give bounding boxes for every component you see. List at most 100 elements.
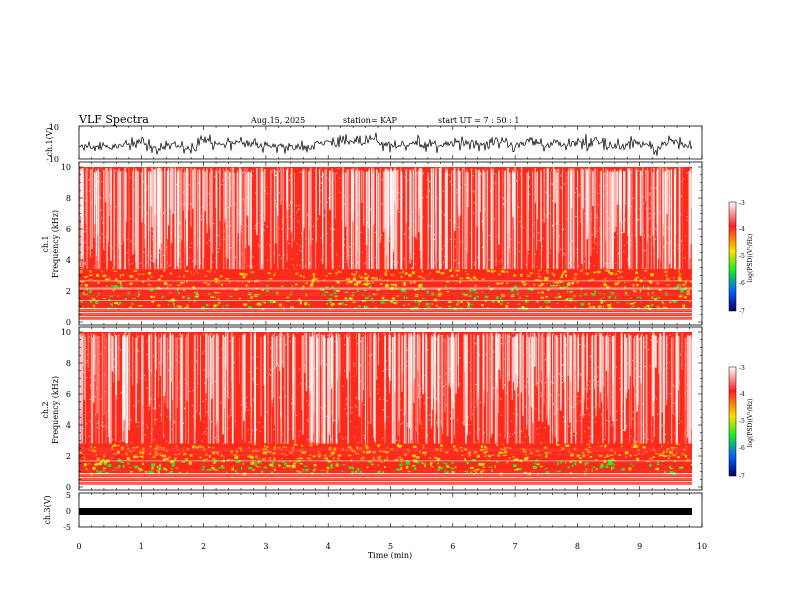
spectrogram-band-cell [384, 459, 386, 462]
spectrogram-band-cell [362, 451, 365, 454]
spectrogram-speckle [520, 173, 522, 175]
spectrogram-band-cell [475, 468, 480, 471]
spectrogram-speckle [346, 403, 348, 405]
spectrogram-band-cell [448, 305, 452, 308]
spectrogram-speckle [473, 337, 475, 339]
spectrogram-band-cell [178, 472, 182, 474]
spectrogram-speckle [526, 340, 527, 342]
spectrogram-band-cell [619, 271, 621, 274]
spectrogram-speckle [675, 174, 677, 176]
spectrogram-band-cell [481, 278, 485, 280]
spectrogram-speckle [503, 198, 505, 200]
spectrogram-band-cell [129, 466, 131, 469]
spectrogram-speckle [247, 409, 249, 411]
spectrogram-band-cell [467, 301, 470, 303]
spectrogram-speckle [231, 353, 233, 355]
spectrogram-band-cell [564, 461, 567, 464]
spectrogram-band-cell [135, 446, 139, 448]
spectrogram-speckle [502, 380, 504, 382]
spectrogram-speckle [437, 347, 439, 349]
spectrogram-band-cell [631, 446, 634, 448]
spectrogram-streak [414, 167, 417, 237]
spectrogram-band-cell [335, 272, 338, 275]
spectrogram-band-cell [163, 282, 168, 285]
spectrogram-speckle [434, 234, 436, 236]
spectrogram-band-cell [597, 270, 601, 274]
spectrogram-speckle [532, 362, 534, 364]
spectrogram-band-cell [407, 470, 411, 473]
spectrogram-speckle [320, 237, 322, 239]
spectrogram-band-cell [437, 468, 440, 471]
spectrogram-streak [690, 338, 692, 431]
spectrogram-speckle [185, 250, 187, 252]
spectrogram-streak [620, 168, 622, 230]
spectrogram-speckle [584, 414, 586, 416]
spectrogram-streak [411, 337, 412, 444]
spectrogram-streak [378, 332, 379, 366]
spectrogram-speckle [467, 383, 469, 385]
spectrogram-speckle [180, 203, 182, 205]
spectrogram-band-cell [124, 298, 127, 301]
spectrogram-streak [325, 169, 327, 270]
spectrogram-speckle [267, 192, 269, 194]
spectrogram-streak [213, 335, 214, 444]
spectrogram-speckle [691, 391, 692, 392]
spectrogram-band-cell [564, 299, 568, 301]
spectrogram-band-cell [500, 450, 503, 453]
spectrogram-streak [611, 169, 614, 222]
spectrogram-band-cell [610, 462, 614, 466]
spectrogram-speckle [558, 394, 560, 396]
spectrogram-speckle [641, 174, 643, 176]
spectrogram-speckle [454, 215, 456, 217]
spectrogram-speckle [109, 194, 111, 196]
spectrogram-streak [689, 335, 692, 444]
spectrogram-speckle [289, 179, 291, 181]
spectrogram-band-cell [374, 277, 378, 281]
spectrogram-speckle [299, 171, 301, 173]
spectrogram-band-cell [616, 302, 620, 304]
spectrogram-band-cell [662, 455, 667, 458]
spectrogram-speckle [547, 221, 549, 223]
spectrogram-speckle [656, 189, 658, 191]
spectrogram-speckle [270, 355, 272, 357]
spectrogram-speckle [228, 397, 230, 399]
spectrogram-speckle [201, 219, 203, 220]
spectrogram-speckle [288, 204, 290, 206]
spectrogram-speckle [301, 250, 303, 252]
spectrogram-speckle [456, 189, 458, 191]
spectrogram-speckle [414, 200, 416, 202]
spectrogram-speckle [526, 387, 528, 389]
spectrogram-speckle [622, 350, 623, 352]
spectrogram-speckle [317, 360, 319, 361]
spectrogram-band-cell [256, 302, 261, 306]
spectrogram-speckle [514, 431, 516, 433]
spectrogram-speckle [386, 191, 388, 193]
spectrogram-band-cell [468, 454, 471, 457]
spectrogram-streak [126, 335, 129, 444]
spectrogram-speckle [440, 183, 442, 185]
spectrogram-band-cell [408, 451, 410, 453]
ch1-spectrogram-panel: 0 2 4 6 8 10 ch.1 Frequency (kHz) -3 -4 … [41, 161, 754, 327]
spectrogram-speckle [417, 172, 419, 174]
spectrogram-speckle [97, 421, 99, 423]
spectrogram-band-cell [355, 281, 360, 284]
spectrogram-band-cell [567, 290, 569, 293]
spectrogram-speckle [563, 253, 565, 255]
spectrogram-band-cell [495, 296, 499, 299]
spectrogram-streak [490, 332, 492, 438]
spectrogram-speckle [365, 261, 367, 263]
spectrogram-speckle [208, 193, 210, 195]
spectrogram-band-cell [615, 273, 618, 275]
spectrogram-band-cell [157, 304, 161, 307]
spectrogram-speckle [113, 219, 115, 221]
spectrogram-speckle [195, 410, 197, 412]
spectrogram-band-cell [586, 454, 589, 456]
spectrogram-speckle [597, 384, 599, 386]
spectrogram-speckle [206, 340, 208, 342]
spectrogram-speckle [193, 442, 195, 444]
spectrogram-speckle [446, 238, 448, 240]
spectrogram-band-cell [186, 304, 189, 308]
spectrogram-speckle [536, 265, 538, 267]
spectrogram-streak [231, 337, 234, 444]
spectrogram-band-cell [351, 292, 355, 294]
